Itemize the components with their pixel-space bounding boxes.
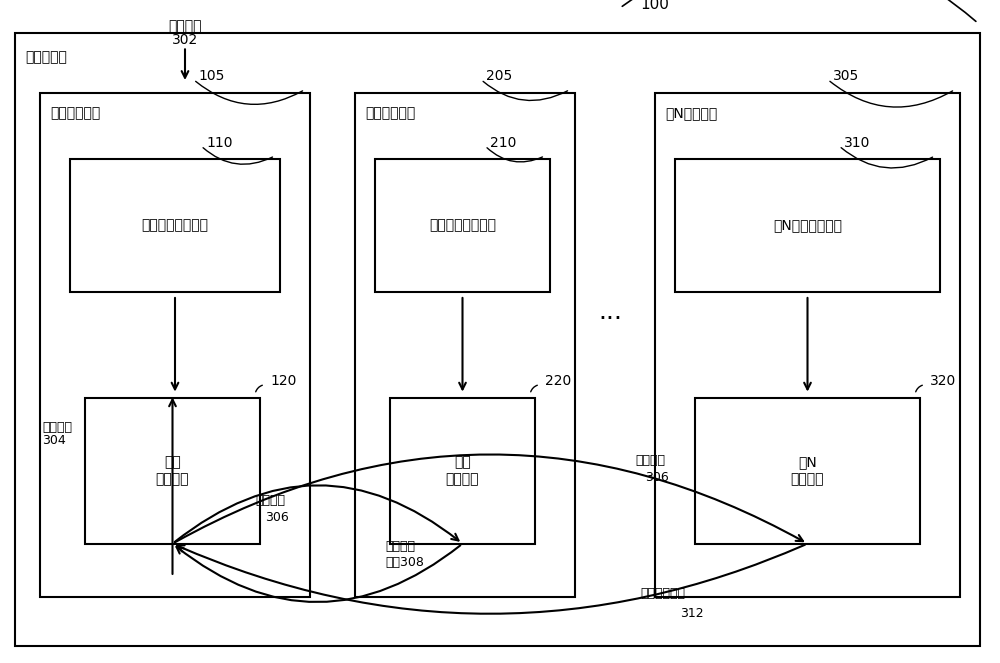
Bar: [375, 159, 550, 292]
Text: 第一状态: 第一状态: [385, 540, 415, 554]
Text: 第一
事务缓存: 第一 事务缓存: [156, 455, 189, 486]
Text: 110: 110: [206, 135, 233, 150]
Text: 312: 312: [680, 607, 704, 620]
Text: 306: 306: [645, 471, 669, 484]
Text: 320: 320: [930, 374, 956, 389]
Text: 第N
事务缓存: 第N 事务缓存: [791, 455, 824, 486]
Text: 信息308: 信息308: [385, 556, 424, 569]
Text: 计算机系统: 计算机系统: [25, 50, 67, 64]
Text: 100: 100: [640, 0, 669, 12]
Text: 第一处理节点: 第一处理节点: [50, 106, 100, 120]
Text: 操作指令: 操作指令: [42, 421, 72, 434]
Text: 302: 302: [172, 32, 198, 47]
Text: 操作指令: 操作指令: [168, 19, 202, 34]
Text: 305: 305: [833, 69, 859, 84]
Text: 第N处理节点: 第N处理节点: [665, 106, 717, 120]
Text: 第一中央处理单元: 第一中央处理单元: [142, 218, 208, 233]
Text: 第N中央处理单元: 第N中央处理单元: [773, 218, 842, 233]
Text: 306: 306: [265, 511, 289, 524]
Bar: [85, 398, 260, 544]
Bar: [355, 93, 575, 597]
Text: 304: 304: [42, 434, 66, 448]
Text: 105: 105: [199, 69, 225, 84]
Text: 220: 220: [545, 374, 571, 389]
Text: 310: 310: [844, 135, 870, 150]
Text: 第二中央处理单元: 第二中央处理单元: [429, 218, 496, 233]
Text: 205: 205: [486, 69, 512, 84]
Bar: [40, 93, 310, 597]
Text: 120: 120: [270, 374, 296, 389]
Bar: [695, 398, 920, 544]
Text: 第二处理节点: 第二处理节点: [365, 106, 415, 120]
Bar: [655, 93, 960, 597]
Bar: [675, 159, 940, 292]
Text: 目的地址: 目的地址: [635, 454, 665, 467]
Text: 目的地址: 目的地址: [255, 494, 285, 507]
Text: 第二状态信息: 第二状态信息: [640, 587, 685, 600]
Text: 210: 210: [490, 135, 516, 150]
Text: ...: ...: [598, 300, 622, 324]
Bar: [390, 398, 535, 544]
Bar: [70, 159, 280, 292]
Text: 第二
事务缓存: 第二 事务缓存: [446, 455, 479, 486]
